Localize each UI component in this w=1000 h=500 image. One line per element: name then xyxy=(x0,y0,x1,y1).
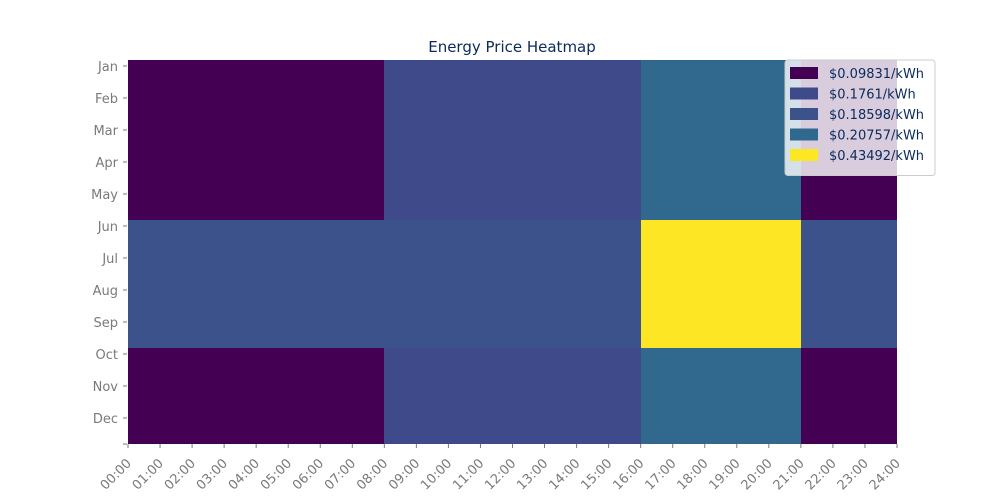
y-axis: Jan Feb Mar Apr May Jun Jul Aug Sep Oct Nov Dec xyxy=(91,60,127,445)
heatmap-block-1 xyxy=(384,60,641,220)
x-tick-label: 01:00 xyxy=(130,456,167,493)
heatmap-cells xyxy=(128,60,897,444)
x-tick-label: 16:00 xyxy=(610,456,647,493)
y-tick-label: Aug xyxy=(93,284,118,299)
x-tick-label: 24:00 xyxy=(867,456,904,493)
y-tick-label: Nov xyxy=(93,380,119,395)
heatmap-block-4 xyxy=(128,220,641,348)
x-tick-label: 00:00 xyxy=(98,456,135,493)
heatmap-block-7 xyxy=(128,348,384,444)
x-tick-label: 18:00 xyxy=(674,456,711,493)
x-tick-label: 20:00 xyxy=(739,456,776,493)
y-tick-label: Jun xyxy=(97,220,118,235)
heatmap-block-6 xyxy=(801,220,897,348)
x-tick-label: 05:00 xyxy=(258,456,295,493)
x-tick-label: 11:00 xyxy=(450,456,487,493)
y-tick-label: May xyxy=(91,188,118,203)
heatmap-block-9 xyxy=(641,348,801,444)
legend-box xyxy=(784,59,936,176)
legend: $0.09831/kWh $0.1761/kWh $0.18598/kWh $0.20… xyxy=(784,59,936,176)
legend-label: $0.1761/kWh xyxy=(829,88,916,103)
heatmap-block-10 xyxy=(801,348,897,444)
legend-swatch xyxy=(790,128,818,141)
x-tick-label: 17:00 xyxy=(642,456,679,493)
x-tick-label: 12:00 xyxy=(482,456,519,493)
y-tick-label: Feb xyxy=(95,92,118,107)
heatmap-block-8 xyxy=(384,348,641,444)
legend-label: $0.09831/kWh xyxy=(829,67,924,82)
y-tick-label: Jan xyxy=(97,60,118,75)
y-tick-label: Oct xyxy=(96,348,118,363)
x-axis: 00:0001:0002:0003:0004:0005:0006:0007:00… xyxy=(98,444,904,493)
x-tick-label: 13:00 xyxy=(514,456,551,493)
legend-swatch xyxy=(790,149,818,161)
y-tick-label: Sep xyxy=(93,316,118,331)
heatmap-block-0 xyxy=(128,60,384,220)
x-tick-label: 03:00 xyxy=(194,456,231,493)
y-tick-label: Mar xyxy=(93,124,118,139)
x-tick-label: 09:00 xyxy=(386,456,423,493)
legend-label: $0.43492/kWh xyxy=(829,149,924,164)
legend-swatch xyxy=(790,87,818,100)
x-tick-label: 08:00 xyxy=(354,456,391,493)
x-tick-label: 02:00 xyxy=(162,456,199,493)
legend-swatch xyxy=(790,67,818,79)
y-tick-label: Apr xyxy=(96,156,119,171)
y-tick-label: Dec xyxy=(93,412,118,427)
y-tick-label: Jul xyxy=(101,252,118,267)
x-tick-label: 23:00 xyxy=(835,456,872,493)
heatmap-block-2 xyxy=(641,60,801,220)
legend-swatch xyxy=(790,108,818,120)
x-tick-label: 15:00 xyxy=(578,456,615,493)
x-tick-label: 07:00 xyxy=(322,456,359,493)
x-tick-label: 19:00 xyxy=(707,456,744,493)
x-tick-label: 22:00 xyxy=(803,456,840,493)
x-tick-label: 06:00 xyxy=(290,456,327,493)
x-tick-label: 21:00 xyxy=(771,456,808,493)
legend-label: $0.20757/kWh xyxy=(829,129,924,144)
x-tick-label: 10:00 xyxy=(418,456,455,493)
heatmap-block-5 xyxy=(641,220,801,348)
x-tick-label: 04:00 xyxy=(226,456,263,493)
x-tick-label: 14:00 xyxy=(546,456,583,493)
chart-title: Energy Price Heatmap xyxy=(428,38,596,56)
legend-label: $0.18598/kWh xyxy=(829,108,924,123)
